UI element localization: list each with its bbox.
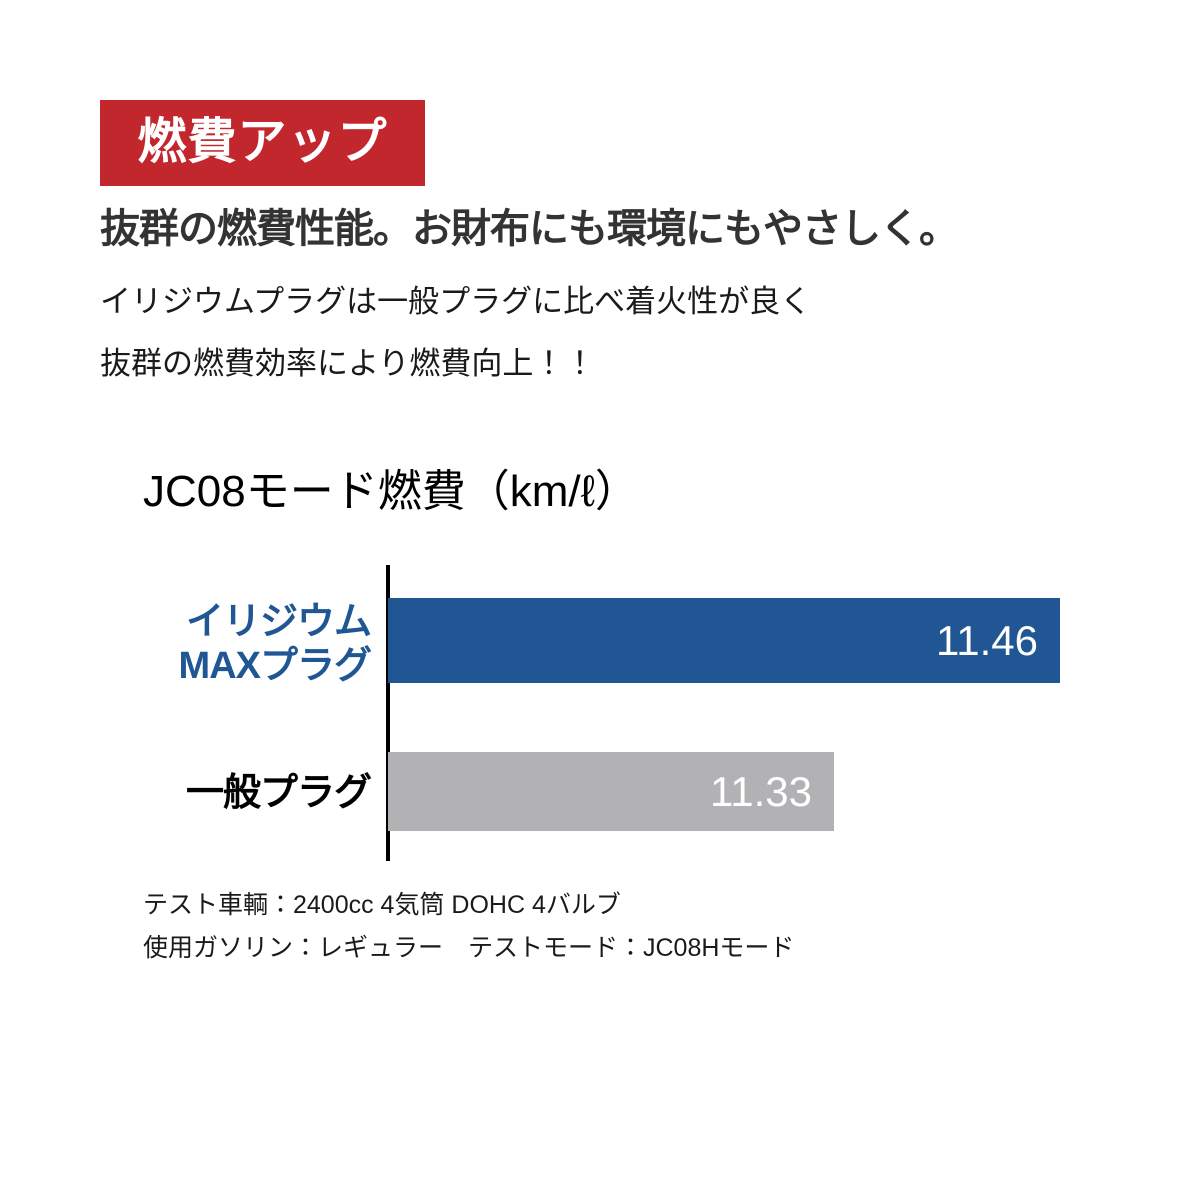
chart-axis-line: [386, 565, 390, 861]
chart-bar-label-iridium-line2: MAXプラグ: [178, 644, 372, 687]
chart-title: JC08モード燃費（km/ℓ）: [143, 467, 639, 516]
chart-footnotes: テスト車輌：2400cc 4気筒 DOHC 4バルブ 使用ガソリン：レギュラー …: [143, 893, 794, 979]
body-copy-line-1: イリジウムプラグは一般プラグに比べ着火性が良く: [100, 284, 812, 319]
chart-bar-label-iridium-line1: イリジウム: [185, 601, 372, 643]
chart-footnote-line-1: テスト車輌：2400cc 4気筒 DOHC 4バルブ: [143, 891, 621, 919]
section-badge: 燃費アップ: [100, 100, 425, 186]
body-copy-line-2: 抜群の燃費効率により燃費向上！！: [100, 346, 596, 381]
chart-bar-label-iridium: イリジウム MAXプラグ: [143, 601, 372, 688]
chart-bar-label-normal: 一般プラグ: [143, 772, 372, 816]
chart-bar-value-normal: 11.33: [710, 767, 812, 815]
chart-bar-label-normal-line1: 一般プラグ: [185, 772, 372, 814]
body-copy: イリジウムプラグは一般プラグに比べ着火性が良く 抜群の燃費効率により燃費向上！！: [100, 286, 811, 410]
chart-plot-area: イリジウム MAXプラグ 11.46 一般プラグ 11.33: [0, 565, 1200, 865]
chart-bar-iridium: 11.46: [388, 598, 1060, 683]
section-badge-label: 燃費アップ: [137, 114, 388, 169]
chart-bar-row-normal: 一般プラグ 11.33: [0, 752, 1200, 831]
chart-bar-row-iridium: イリジウム MAXプラグ 11.46: [0, 598, 1200, 687]
chart-footnote-line-2: 使用ガソリン：レギュラー テストモード：JC08Hモード: [143, 934, 795, 962]
chart-bar-value-iridium: 11.46: [936, 616, 1038, 664]
page-headline: 抜群の燃費性能。お財布にも環境にもやさしく。: [100, 207, 959, 251]
chart-bar-normal: 11.33: [388, 752, 834, 831]
